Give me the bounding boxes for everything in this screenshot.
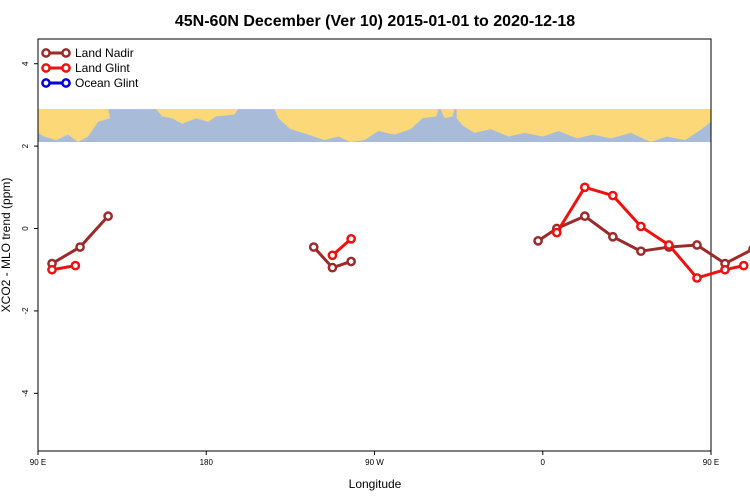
data-point: [70, 260, 81, 271]
map-land-asia: [38, 109, 111, 142]
data-point: [551, 227, 562, 238]
series-land-nadir: [47, 211, 750, 273]
legend-marker: [61, 78, 71, 88]
data-point: [738, 260, 749, 271]
legend-label: Land Glint: [75, 61, 130, 75]
y-tick-label: 2: [21, 143, 30, 148]
map-land-europe-asia: [456, 109, 711, 142]
data-point: [346, 256, 356, 267]
x-tick-label: 90 E: [30, 458, 46, 467]
world-map-strip: [38, 109, 711, 142]
data-point: [533, 236, 543, 246]
data-point: [103, 211, 113, 222]
data-point: [692, 240, 702, 250]
data-point: [579, 211, 590, 222]
plot-frame: [37, 38, 712, 452]
legend-marker: [61, 63, 71, 73]
legend-marker: [61, 48, 71, 58]
data-point: [636, 246, 646, 257]
data-point: [579, 182, 590, 193]
data-point: [664, 240, 674, 250]
data-point: [75, 242, 85, 252]
y-tick-label: 4: [21, 61, 30, 66]
data-point: [327, 250, 338, 261]
data-point: [636, 221, 646, 232]
legend-label: Ocean Glint: [75, 76, 139, 90]
legend-marker: [41, 48, 51, 58]
x-tick-label: 90 E: [703, 458, 719, 467]
data-point: [692, 273, 702, 283]
legend-label: Land Nadir: [75, 46, 134, 60]
map-land-north-america: [274, 109, 439, 142]
data-point: [308, 242, 319, 252]
chart-title: 45N-60N December (Ver 10) 2015-01-01 to …: [175, 13, 575, 30]
map-land-greenland: [440, 109, 455, 119]
series-land-glint: [47, 182, 749, 283]
data-point: [720, 264, 730, 275]
x-tick-label: 90 W: [365, 458, 384, 467]
legend-marker: [41, 78, 51, 88]
map-land-alaska: [156, 109, 239, 124]
series-line: [537, 214, 750, 266]
y-tick-label: -4: [21, 389, 30, 397]
series-line: [555, 185, 745, 280]
y-axis-label: XCO2 - MLO trend (ppm): [0, 178, 13, 313]
series-line: [51, 215, 110, 265]
data-point: [47, 264, 57, 275]
x-axis-label: Longitude: [349, 477, 402, 491]
data-point: [327, 262, 338, 273]
legend-marker: [41, 63, 51, 73]
data-point: [608, 190, 618, 201]
x-tick-label: 0: [541, 458, 546, 467]
data-point: [608, 231, 618, 242]
y-tick-label: -2: [21, 307, 30, 315]
y-tick-label: 0: [21, 226, 30, 231]
x-tick-label: 180: [200, 458, 214, 467]
data-point: [346, 233, 356, 244]
